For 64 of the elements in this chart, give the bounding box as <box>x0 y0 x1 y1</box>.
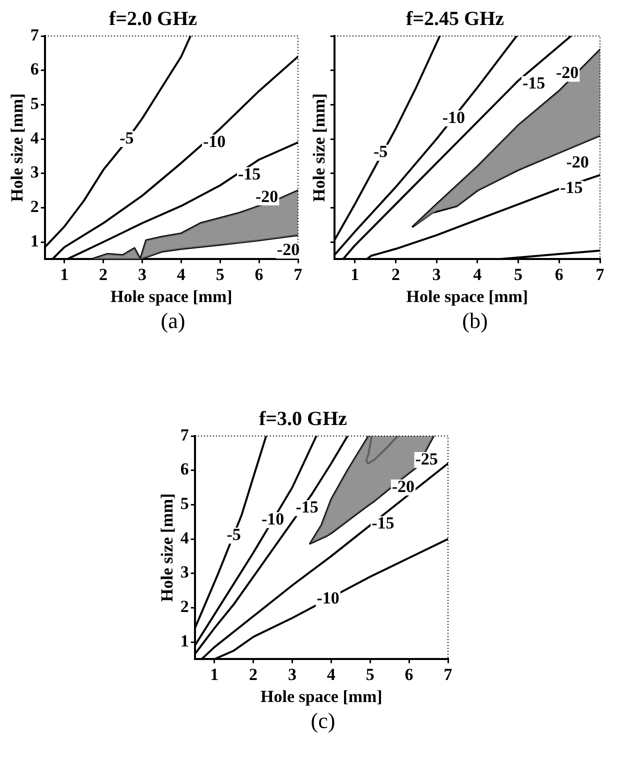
y-tick-label: 2 <box>180 597 189 616</box>
chart-title: f=3.0 GHz <box>258 408 348 430</box>
x-tick-label: 3 <box>432 264 441 284</box>
annotation: -10 <box>202 132 226 151</box>
y-tick-label: 7 <box>30 25 40 44</box>
x-axis-title: Hole space [mm] <box>260 687 382 706</box>
x-tick-label: 1 <box>60 264 69 284</box>
x-tick-label: 7 <box>294 264 303 284</box>
text: (b) <box>461 308 489 334</box>
annotation: -5 <box>373 142 388 162</box>
x-tick-label: 2 <box>249 664 258 684</box>
y-tick-label: 2 <box>30 197 39 216</box>
annotation: -15 <box>560 178 583 198</box>
y-axis-title: Hole size [mm] <box>158 493 177 602</box>
x-tick-label: 1 <box>210 664 219 684</box>
annotation: -20 <box>556 63 579 82</box>
annotation: -10 <box>442 108 466 127</box>
x-tick-label: 6 <box>554 264 564 284</box>
annotation: -10 <box>261 510 284 529</box>
annotation: -5 <box>226 524 241 544</box>
y-tick-label: 6 <box>30 60 39 79</box>
x-axis-title: Hole space [mm] <box>406 287 528 306</box>
x-tick-label: 5 <box>514 264 523 284</box>
annotation: -15 <box>372 514 394 533</box>
y-tick-label: 5 <box>30 94 39 114</box>
chart-title: f=2.0 GHz <box>108 8 198 30</box>
x-tick-label: 7 <box>444 664 453 684</box>
annotation: -20 <box>276 240 300 260</box>
x-tick-label: 4 <box>473 264 482 284</box>
x-tick-label: 2 <box>99 264 108 284</box>
annotation: -25 <box>415 449 438 468</box>
annotation: -15 <box>522 73 546 92</box>
annotation: -20 <box>392 476 415 496</box>
x-tick-label: 1 <box>350 264 360 284</box>
x-tick-label: 4 <box>326 664 336 684</box>
x-tick-label: 7 <box>596 264 605 284</box>
y-tick-label: 5 <box>180 494 189 514</box>
x-axis-title: Hole space [mm] <box>110 287 232 306</box>
y-axis-title: Hole size [mm] <box>8 93 27 202</box>
text: (a) <box>160 308 186 334</box>
y-tick-label: 1 <box>180 631 189 650</box>
y-tick-label: 3 <box>30 162 39 182</box>
chart-title: f=2.45 GHz <box>406 8 504 30</box>
x-tick-label: 3 <box>138 264 146 284</box>
y-tick-label: 6 <box>180 460 189 479</box>
y-tick-label: 1 <box>30 231 39 250</box>
x-tick-label: 3 <box>288 664 296 684</box>
annotation: -5 <box>120 128 134 148</box>
annotation: -20 <box>566 152 589 172</box>
x-tick-label: 5 <box>216 264 224 284</box>
annotation: -15 <box>296 498 318 516</box>
y-tick-label: 4 <box>30 128 40 148</box>
y-tick-label: 7 <box>180 425 190 444</box>
text: (c) <box>310 708 336 734</box>
x-tick-label: 6 <box>254 264 264 284</box>
x-tick-label: 6 <box>404 664 414 684</box>
y-tick-label: 4 <box>180 528 190 548</box>
x-tick-label: 5 <box>366 664 374 684</box>
annotation: -15 <box>238 164 261 184</box>
annotation: -20 <box>256 186 278 206</box>
y-tick-label: 3 <box>180 562 189 582</box>
x-tick-label: 2 <box>391 264 400 284</box>
annotation: -10 <box>316 588 340 608</box>
y-axis-title: Hole size [mm] <box>310 93 329 202</box>
